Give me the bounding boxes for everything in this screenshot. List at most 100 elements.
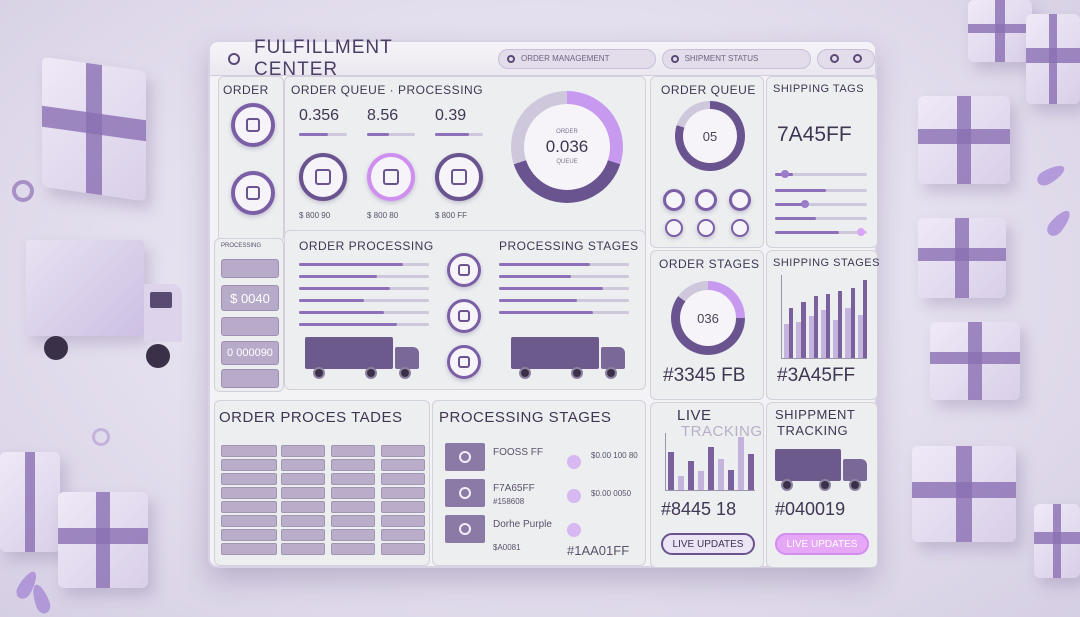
header-status-pill[interactable]: ORDER MANAGEMENT <box>498 48 656 69</box>
queue-ring-icon[interactable] <box>435 153 483 201</box>
processing-line <box>299 263 429 266</box>
process-table-panel: ORDER PROCES TADES <box>214 400 430 566</box>
stage-icon[interactable] <box>447 253 481 287</box>
table-cell[interactable] <box>381 487 425 499</box>
table-cell[interactable] <box>331 459 375 471</box>
cost-label: $ 800 80 <box>367 211 399 220</box>
table-cell[interactable] <box>381 473 425 485</box>
table-cell[interactable] <box>281 515 325 527</box>
tag-slider[interactable] <box>775 170 867 178</box>
list-button[interactable] <box>221 259 279 278</box>
table-cell[interactable] <box>221 487 277 499</box>
table-cell[interactable] <box>281 445 325 457</box>
table-cell[interactable] <box>281 473 325 485</box>
stage-thumb-icon[interactable] <box>445 479 485 507</box>
stage-price: $0.00 0050 <box>591 489 632 498</box>
stage-icon[interactable] <box>447 299 481 333</box>
queue-ring-icon[interactable] <box>299 153 347 201</box>
live-bar <box>718 458 724 490</box>
tag-slider[interactable] <box>775 200 867 208</box>
stage-icon[interactable] <box>447 345 481 379</box>
cost-label: $ 800 FF <box>435 211 468 220</box>
action-icon[interactable] <box>731 219 749 237</box>
package-box-icon <box>968 0 1032 62</box>
queue-ring-icon[interactable] <box>367 153 415 201</box>
package-box-icon <box>918 218 1006 298</box>
stage-thumb-icon[interactable] <box>445 515 485 543</box>
shipping-stages-panel: SHIPPING STAGES #3A45FF <box>766 250 879 400</box>
list-button[interactable]: $ 0040 <box>221 285 279 311</box>
panel-subtitle: TRACKING <box>777 423 849 438</box>
live-tracking-panel: LIVE TRACKING #8445 18 LIVE UPDATES <box>650 402 764 568</box>
table-cell[interactable] <box>221 501 277 513</box>
table-cell[interactable] <box>281 529 325 541</box>
table-cell[interactable] <box>331 515 375 527</box>
package-box-icon <box>918 96 1010 184</box>
queue-donut-chart: ORDER 0.036 QUEUE <box>511 91 623 203</box>
live-updates-button[interactable]: LIVE UPDATES <box>661 533 755 555</box>
list-button[interactable] <box>221 369 279 388</box>
truck-icon <box>511 337 627 383</box>
stage-thumb-icon[interactable] <box>445 443 485 471</box>
tag-slider[interactable] <box>775 228 867 236</box>
tag-slider[interactable] <box>775 217 867 220</box>
stage-sub: #158608 <box>493 497 525 506</box>
table-cell[interactable] <box>281 487 325 499</box>
action-icon[interactable] <box>729 189 751 211</box>
bar-light <box>833 319 839 358</box>
gauge-value: 05 <box>702 128 718 144</box>
live-updates-button[interactable]: LIVE UPDATES <box>775 533 869 555</box>
processing-line <box>299 311 429 314</box>
stage-price: $0.00 100 80 <box>591 451 638 460</box>
box-icon[interactable] <box>231 103 275 147</box>
table-cell[interactable] <box>331 487 375 499</box>
gauge-value: 036 <box>697 310 719 326</box>
list-button[interactable] <box>221 317 279 336</box>
table-cell[interactable] <box>281 501 325 513</box>
table-cell[interactable] <box>331 543 375 555</box>
action-icon[interactable] <box>695 189 717 211</box>
table-cell[interactable] <box>221 445 277 457</box>
action-icon[interactable] <box>663 189 685 211</box>
live-bar <box>668 452 674 490</box>
package-icon[interactable] <box>231 171 275 215</box>
table-cell[interactable] <box>281 543 325 555</box>
stat-value: 8.56 <box>367 107 399 124</box>
header-shipment-pill[interactable]: SHIPMENT STATUS <box>661 48 812 69</box>
processing-line <box>499 287 629 290</box>
table-cell[interactable] <box>381 515 425 527</box>
table-cell[interactable] <box>331 529 375 541</box>
order-processing-panel: ORDER PROCESSING PROCESSING STAGES <box>284 230 646 390</box>
table-cell[interactable] <box>381 543 425 555</box>
table-cell[interactable] <box>221 473 277 485</box>
panel-title: PROCESSING STAGES <box>499 239 639 253</box>
package-box-icon <box>58 492 148 588</box>
toggle-icon <box>507 54 516 63</box>
table-cell[interactable] <box>221 543 277 555</box>
action-icon[interactable] <box>665 219 683 237</box>
dashboard-window: FULFILLMENT CENTER ORDER MANAGEMENT SHIP… <box>208 36 879 568</box>
truck-icon <box>775 449 869 493</box>
table-cell[interactable] <box>381 529 425 541</box>
order-panel: ORDER <box>218 76 284 242</box>
table-cell[interactable] <box>381 459 425 471</box>
stage-code: #3A45FF <box>777 365 856 386</box>
notification-icon[interactable] <box>853 54 863 63</box>
header-actions <box>817 48 875 69</box>
table-cell[interactable] <box>281 459 325 471</box>
table-cell[interactable] <box>221 529 277 541</box>
processing-line <box>299 287 429 290</box>
table-cell[interactable] <box>221 459 277 471</box>
list-button[interactable]: 0 000090 <box>221 341 279 365</box>
table-cell[interactable] <box>331 445 375 457</box>
settings-icon[interactable] <box>830 54 840 63</box>
table-cell[interactable] <box>331 473 375 485</box>
table-cell[interactable] <box>221 515 277 527</box>
table-cell[interactable] <box>381 501 425 513</box>
app-title: FULFILLMENT CENTER <box>253 36 393 80</box>
tag-slider[interactable] <box>775 189 867 192</box>
stages-table <box>221 445 425 561</box>
action-icon[interactable] <box>697 219 715 237</box>
table-cell[interactable] <box>381 445 425 457</box>
table-cell[interactable] <box>331 501 375 513</box>
